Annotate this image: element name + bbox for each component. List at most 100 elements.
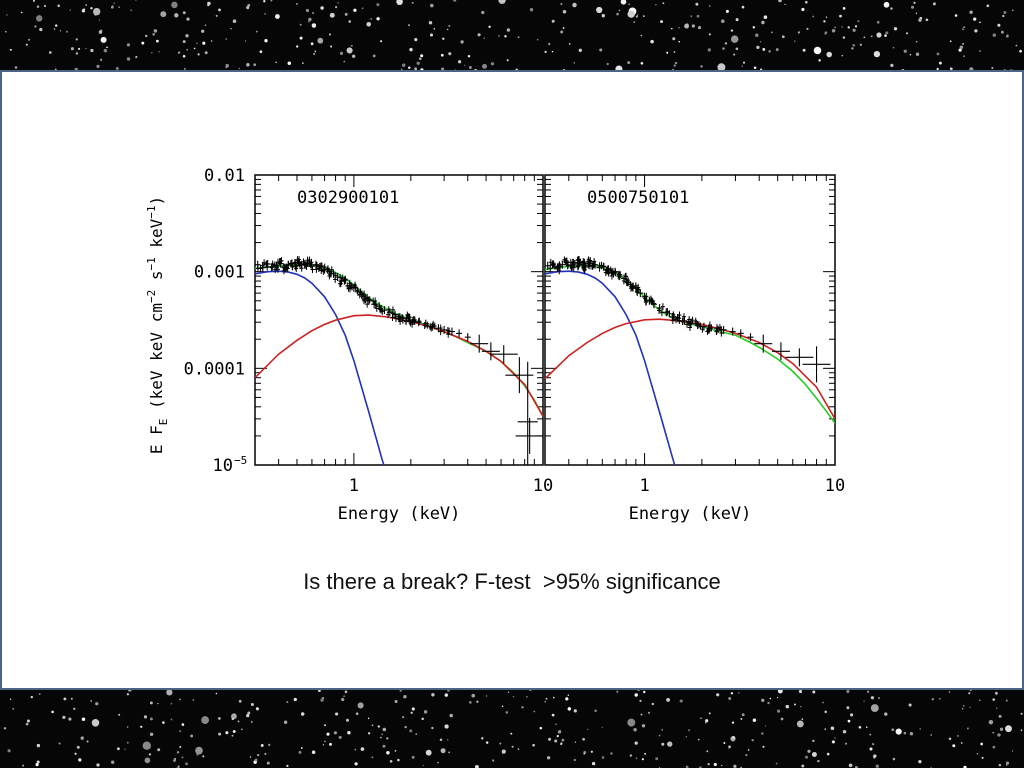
star (367, 732, 371, 735)
star (822, 701, 824, 704)
star (735, 47, 739, 51)
star (560, 30, 564, 34)
star (869, 747, 873, 751)
star (863, 700, 865, 702)
star (329, 12, 335, 18)
star (382, 727, 387, 732)
star (968, 692, 971, 695)
star (671, 27, 673, 30)
star (574, 741, 577, 743)
star (700, 65, 703, 68)
star (963, 765, 967, 768)
star (422, 764, 424, 767)
star (635, 15, 638, 18)
star (415, 733, 418, 735)
star (7, 749, 11, 753)
star (177, 51, 181, 54)
data-point (696, 321, 701, 329)
star (346, 47, 353, 54)
star (300, 747, 303, 749)
star (250, 703, 254, 706)
star (43, 4, 47, 8)
data-point (386, 311, 391, 319)
star (725, 9, 729, 13)
star (51, 710, 54, 714)
star (992, 745, 996, 749)
star (237, 720, 240, 723)
star (565, 697, 569, 701)
star (875, 764, 879, 768)
star (634, 693, 638, 697)
star (57, 4, 60, 8)
star (448, 751, 451, 754)
star (976, 752, 979, 755)
star (402, 716, 405, 719)
star (264, 13, 266, 15)
star (730, 35, 739, 43)
star (196, 42, 198, 45)
data-point (672, 313, 677, 321)
star (244, 40, 247, 42)
star (9, 698, 12, 700)
star (400, 68, 403, 71)
star (93, 7, 101, 16)
star (678, 27, 680, 29)
star (376, 17, 380, 21)
star (963, 55, 965, 57)
star (90, 6, 93, 10)
star (153, 29, 158, 33)
star (591, 761, 596, 766)
star (151, 51, 153, 54)
star (103, 48, 108, 53)
star (551, 50, 554, 53)
star (548, 737, 552, 741)
star (751, 739, 754, 742)
star (65, 30, 68, 33)
star (915, 12, 918, 14)
star (562, 27, 565, 29)
star (506, 28, 511, 32)
star (338, 735, 342, 739)
star (981, 756, 984, 759)
data-point (284, 263, 289, 271)
star (551, 713, 555, 717)
star (662, 2, 665, 5)
star (1000, 30, 1004, 34)
star (444, 693, 449, 697)
star (179, 730, 182, 733)
star (753, 66, 757, 70)
star (36, 5, 40, 8)
star (143, 715, 148, 719)
data-point (294, 262, 299, 270)
star (90, 48, 94, 53)
star (230, 27, 232, 30)
star (59, 30, 62, 32)
data-point (575, 263, 580, 271)
star (839, 14, 842, 18)
data-point (693, 317, 698, 325)
star (826, 752, 830, 756)
star (179, 698, 181, 701)
star (742, 61, 746, 64)
data-point (314, 261, 319, 269)
star (421, 717, 424, 721)
star (954, 14, 958, 17)
data-point (329, 266, 334, 274)
star (506, 59, 509, 62)
star (797, 31, 801, 34)
star (231, 734, 234, 737)
star (756, 45, 760, 50)
star (471, 693, 475, 698)
star (386, 737, 389, 740)
data-point (592, 257, 597, 265)
star (707, 48, 711, 52)
data-point (680, 317, 685, 325)
star (963, 705, 965, 707)
star (157, 748, 161, 752)
star (257, 754, 260, 757)
star (578, 48, 583, 53)
star (728, 747, 730, 750)
star (246, 6, 250, 10)
star (723, 742, 726, 744)
star (1011, 750, 1014, 752)
